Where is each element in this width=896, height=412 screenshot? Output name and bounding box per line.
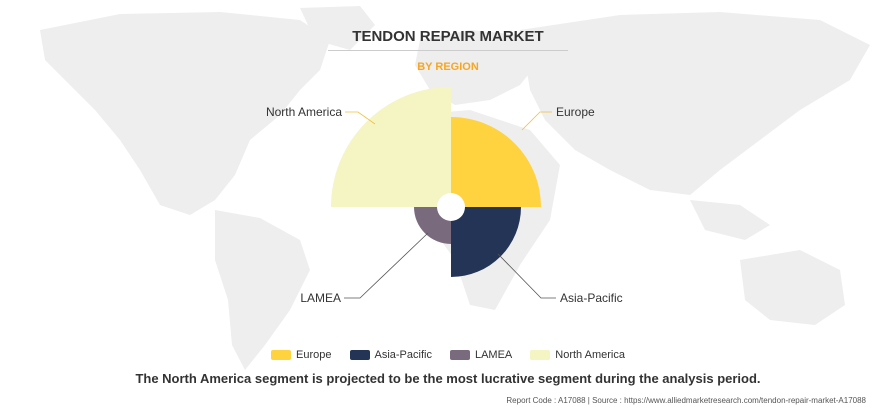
map-asia: [520, 12, 870, 195]
chart-subtitle: BY REGION: [417, 61, 479, 73]
map-south-america: [215, 210, 310, 370]
polar-area-slices: [331, 87, 541, 277]
legend-item-lamea: LAMEA: [449, 349, 513, 361]
leader-line-europe: [521, 111, 552, 131]
slice-asia-pacific: [451, 207, 521, 277]
legend-label-north-america: North America: [555, 349, 625, 361]
map-greenland: [300, 6, 375, 50]
label-asia-pacific: Asia-Pacific: [560, 291, 623, 305]
map-australia: [740, 250, 845, 325]
label-north-america: North America: [266, 105, 342, 119]
legend-swatch-north-america: [530, 350, 551, 360]
map-north-america: [40, 12, 330, 215]
legend-swatch-asia-pacific: [349, 350, 370, 360]
chart-title: TENDON REPAIR MARKET: [352, 28, 544, 45]
legend-swatch-lamea: [449, 350, 470, 360]
map-southeast-asia: [690, 200, 770, 240]
chart-caption: The North America segment is projected t…: [135, 371, 761, 386]
center-hole: [437, 193, 465, 221]
leader-line-asia-pacific: [497, 253, 556, 299]
legend-label-lamea: LAMEA: [474, 349, 513, 361]
title-divider: [328, 50, 568, 51]
slice-north-america: [331, 87, 451, 207]
label-lamea: LAMEA: [300, 291, 341, 305]
legend-item-europe: Europe: [271, 349, 332, 361]
legend-label-asia-pacific: Asia-Pacific: [374, 349, 432, 361]
label-europe: Europe: [556, 105, 595, 119]
map-europe: [415, 30, 540, 105]
legend-label-europe: Europe: [296, 349, 332, 361]
chart-legend: Europe Asia-Pacific LAMEA North America: [0, 349, 896, 361]
callout-labels: North America Europe LAMEA Asia-Pacific: [266, 105, 623, 305]
leader-line-north-america: [345, 111, 376, 125]
leader-line-lamea: [344, 232, 429, 299]
callout-leaders: [344, 111, 556, 299]
legend-item-north-america: North America: [530, 349, 625, 361]
legend-item-asia-pacific: Asia-Pacific: [349, 349, 432, 361]
legend-swatch-europe: [271, 350, 292, 360]
report-footer: Report Code : A17088 | Source : https://…: [506, 396, 866, 405]
slice-europe: [451, 117, 541, 207]
